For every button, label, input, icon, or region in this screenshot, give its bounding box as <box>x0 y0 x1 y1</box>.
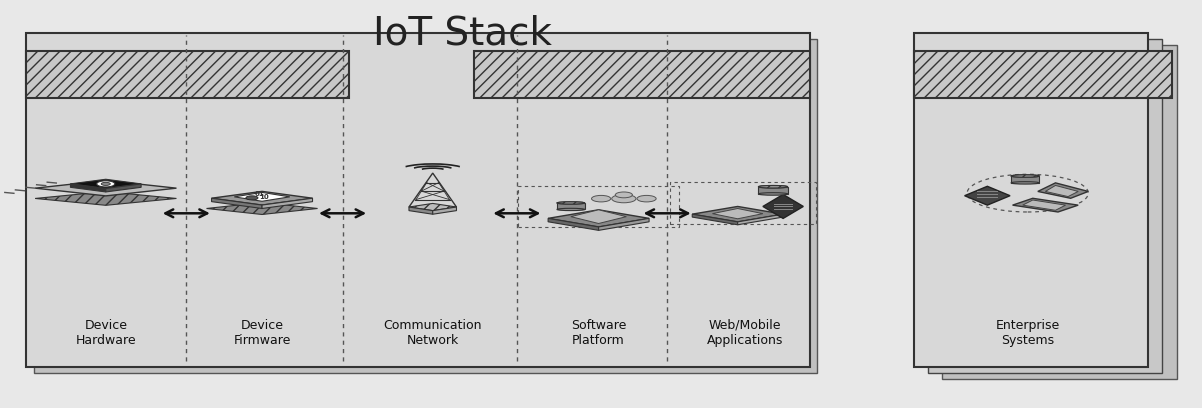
Ellipse shape <box>557 202 584 204</box>
Polygon shape <box>106 184 141 192</box>
Polygon shape <box>692 206 784 222</box>
Polygon shape <box>571 210 626 224</box>
Bar <box>1011 176 1040 183</box>
Ellipse shape <box>1011 175 1040 177</box>
Bar <box>474 51 810 98</box>
Ellipse shape <box>758 186 787 188</box>
Polygon shape <box>763 195 803 218</box>
Bar <box>518 186 679 227</box>
Polygon shape <box>433 207 457 214</box>
Ellipse shape <box>246 196 258 200</box>
Polygon shape <box>212 198 262 208</box>
Polygon shape <box>1046 185 1078 197</box>
Bar <box>26 33 810 367</box>
Bar <box>26 51 349 98</box>
Polygon shape <box>409 207 433 214</box>
Bar <box>670 182 816 224</box>
Polygon shape <box>1023 200 1065 210</box>
Ellipse shape <box>96 181 115 187</box>
Polygon shape <box>71 179 141 188</box>
Polygon shape <box>964 186 1010 205</box>
Bar <box>928 39 1162 373</box>
Text: Enterprise
Systems: Enterprise Systems <box>995 319 1060 346</box>
Ellipse shape <box>1011 182 1040 184</box>
Ellipse shape <box>557 208 584 211</box>
Polygon shape <box>548 210 649 227</box>
Polygon shape <box>692 214 738 225</box>
Ellipse shape <box>758 193 787 195</box>
Polygon shape <box>262 198 313 208</box>
Bar <box>914 51 1172 98</box>
Text: 01: 01 <box>255 191 264 197</box>
Polygon shape <box>599 218 649 231</box>
Ellipse shape <box>612 195 636 203</box>
Text: Software
Platform: Software Platform <box>571 319 626 346</box>
Polygon shape <box>548 218 599 231</box>
Polygon shape <box>1012 198 1078 212</box>
Polygon shape <box>738 214 784 225</box>
Text: Device
Firmware: Device Firmware <box>233 319 291 346</box>
Ellipse shape <box>557 202 584 204</box>
Bar <box>942 45 1177 379</box>
Bar <box>34 39 817 373</box>
Polygon shape <box>35 192 177 205</box>
Polygon shape <box>1037 183 1088 198</box>
Text: IoT Stack: IoT Stack <box>374 14 552 52</box>
Ellipse shape <box>615 192 632 198</box>
Ellipse shape <box>1011 175 1040 177</box>
Polygon shape <box>71 184 106 192</box>
Bar <box>914 33 1148 367</box>
Bar <box>557 203 584 209</box>
Text: 10: 10 <box>260 194 269 200</box>
Polygon shape <box>713 208 763 219</box>
Ellipse shape <box>591 195 611 202</box>
Ellipse shape <box>758 186 787 188</box>
Ellipse shape <box>101 182 111 185</box>
Polygon shape <box>234 193 290 201</box>
Polygon shape <box>409 173 457 207</box>
Polygon shape <box>409 204 457 211</box>
Polygon shape <box>212 191 313 205</box>
Bar <box>758 187 787 194</box>
Ellipse shape <box>637 195 656 202</box>
Polygon shape <box>35 180 177 196</box>
Text: Device
Hardware: Device Hardware <box>76 319 136 346</box>
Text: Communication
Network: Communication Network <box>383 319 482 346</box>
Text: Web/Mobile
Applications: Web/Mobile Applications <box>707 319 784 346</box>
Polygon shape <box>207 202 317 215</box>
